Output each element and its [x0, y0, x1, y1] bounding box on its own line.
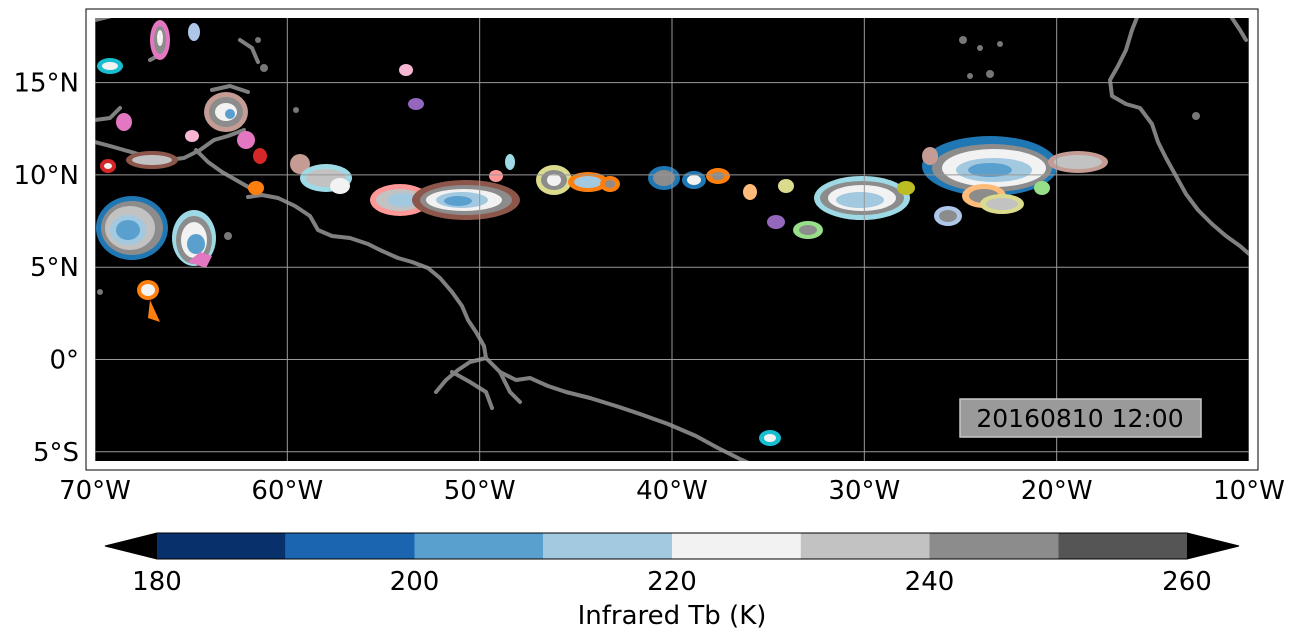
latitude-label: 15°N [13, 69, 79, 99]
colorbar-segment [672, 533, 801, 559]
cloud-cluster [97, 58, 123, 74]
longitude-label: 30°W [828, 476, 900, 506]
timestamp-box: 20160810 12:00 [959, 398, 1202, 438]
cloud-cluster [370, 184, 430, 216]
latitude-label: 5°S [33, 438, 79, 468]
gridlines [95, 18, 1249, 461]
islands [97, 36, 1200, 295]
colorbar-segment [414, 533, 544, 559]
cloud-cluster [412, 180, 520, 220]
cloud-cluster [922, 136, 1108, 226]
colorbar-extend-max [1187, 533, 1239, 559]
timestamp-text: 20160810 12:00 [976, 404, 1183, 433]
cloud-cluster [172, 210, 216, 268]
longitude-label: 10°W [1213, 476, 1285, 506]
colorbar-outline [104, 532, 1240, 560]
cloud-cluster [814, 176, 915, 220]
colorbar-tick-label: 220 [647, 567, 697, 597]
cloud-cluster [96, 196, 168, 260]
longitude-label: 20°W [1021, 476, 1093, 506]
longitude-label: 60°W [251, 476, 323, 506]
latitude-label: 0° [49, 345, 79, 375]
colorbar-tick-label: 200 [390, 567, 440, 597]
cloud-cluster [204, 92, 248, 132]
latitude-label: 10°N [13, 161, 79, 191]
colorbar-extend-min [105, 533, 157, 559]
longitude-label: 70°W [59, 476, 131, 506]
longitude-label: 40°W [636, 476, 708, 506]
colorbar-segment [157, 533, 286, 559]
cloud-clusters [96, 20, 1108, 446]
colorbar-segment [929, 533, 1059, 559]
colorbar-title: Infrared Tb (K) [578, 601, 767, 631]
longitude-label: 50°W [444, 476, 516, 506]
colorbar-tick-label: 240 [905, 567, 955, 597]
colorbar-tick-label: 180 [132, 567, 182, 597]
colorbar-tick-labels: 180 200 220 240 260 [132, 567, 1212, 597]
latitude-labels: 15°N 10°N 5°N 0° 5°S [13, 69, 79, 468]
cloud-cluster [137, 64, 781, 446]
colorbar [104, 532, 1240, 560]
colorbar-segment [543, 533, 672, 559]
colorbar-segment [1058, 533, 1187, 559]
longitude-labels: 70°W 60°W 50°W 40°W 30°W 20°W 10°W [59, 476, 1285, 506]
latitude-label: 5°N [30, 253, 79, 283]
colorbar-tick-label: 260 [1162, 567, 1212, 597]
coastlines [95, 18, 1249, 461]
colorbar-segment [285, 533, 415, 559]
cloud-cluster [290, 154, 352, 194]
cloud-cluster [489, 154, 620, 195]
cloud-cluster [100, 23, 267, 195]
cloud-cluster [150, 20, 170, 60]
colorbar-segment [800, 533, 930, 559]
